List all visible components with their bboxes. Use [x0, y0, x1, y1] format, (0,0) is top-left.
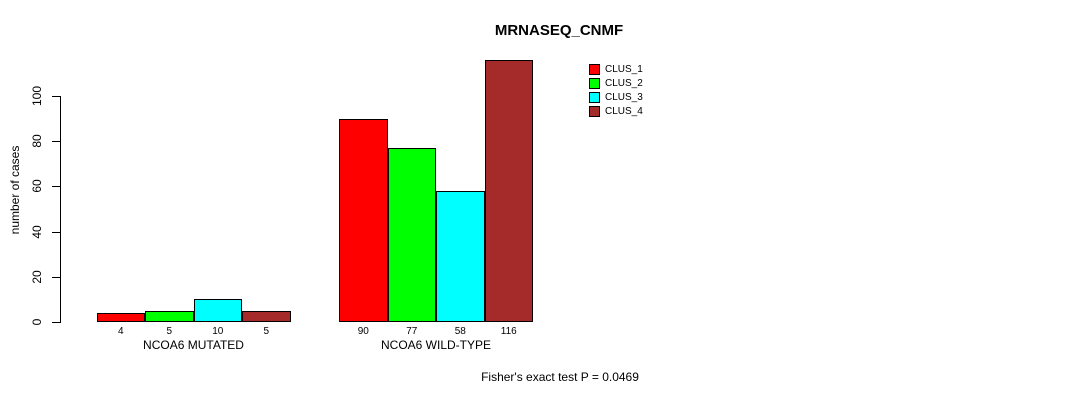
chart-title: MRNASEQ_CNMF [494, 22, 624, 39]
y-axis-tick-label: 100 [30, 85, 44, 107]
legend-item-clus_2: CLUS_2 [589, 76, 643, 90]
legend-swatch [589, 91, 600, 103]
y-axis-label: number of cases [8, 145, 22, 235]
y-axis-tick-label: 80 [30, 134, 44, 148]
legend: CLUS_1 CLUS_2 CLUS_3 CLUS_4 [589, 62, 643, 118]
legend-swatch [589, 77, 600, 89]
legend-label: CLUS_3 [605, 91, 643, 103]
legend-label: CLUS_2 [605, 77, 643, 89]
bar-clus_3-group2 [436, 191, 485, 322]
bar-value-label: 90 [357, 326, 369, 337]
legend-item-clus_4: CLUS_4 [589, 104, 643, 118]
bar-value-label: 4 [117, 326, 124, 337]
legend-label: CLUS_4 [605, 105, 643, 117]
bar-value-label: 5 [166, 326, 173, 337]
y-axis-tick-label: 40 [30, 225, 44, 239]
bar-clus_4-group2 [484, 60, 533, 322]
group-label-2: NCOA6 WILD-TYPE [380, 338, 491, 352]
legend-swatch [589, 105, 600, 117]
bar-clus_2-group2 [387, 148, 436, 322]
y-axis-line [60, 96, 61, 323]
bar-clus_1-group2 [339, 119, 388, 322]
bar-value-label: 77 [406, 326, 418, 337]
bar-clus_1-group1 [96, 313, 145, 322]
y-axis-tick-label: 60 [30, 179, 44, 193]
bar-value-label: 116 [500, 326, 517, 337]
y-axis-tick-label: 0 [30, 318, 44, 326]
y-axis-tick [52, 186, 60, 187]
y-axis-tick [52, 141, 60, 142]
y-axis-tick-label: 20 [30, 270, 44, 284]
y-axis-tick [52, 232, 60, 233]
bar-value-label: 5 [263, 326, 270, 337]
group-label-1: NCOA6 MUTATED [143, 338, 244, 352]
y-axis-tick [52, 322, 60, 323]
y-axis-tick [52, 96, 60, 97]
bar-value-label: 58 [454, 326, 466, 337]
bar-clus_3-group1 [193, 299, 242, 322]
bar-clus_4-group1 [242, 311, 291, 322]
bar-clus_2-group1 [145, 311, 194, 322]
legend-swatch [589, 63, 600, 75]
bar-value-label: 10 [212, 326, 224, 337]
y-axis-tick [52, 277, 60, 278]
annotation-fisher-test: Fisher's exact test P = 0.0469 [481, 370, 639, 384]
legend-label: CLUS_1 [605, 63, 643, 75]
legend-item-clus_3: CLUS_3 [589, 90, 643, 104]
legend-item-clus_1: CLUS_1 [589, 62, 643, 76]
